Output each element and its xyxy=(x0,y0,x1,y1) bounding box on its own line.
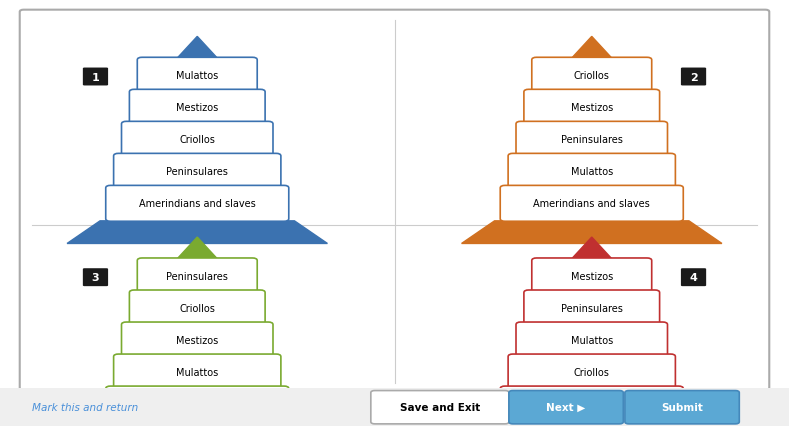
Polygon shape xyxy=(572,37,611,58)
FancyBboxPatch shape xyxy=(532,258,652,294)
FancyBboxPatch shape xyxy=(681,68,706,86)
Text: Mark this and return: Mark this and return xyxy=(32,402,138,412)
Text: Save and Exit: Save and Exit xyxy=(400,402,480,412)
Text: Submit: Submit xyxy=(661,402,703,412)
Polygon shape xyxy=(178,237,217,259)
Text: 1: 1 xyxy=(92,72,99,82)
Text: Criollos: Criollos xyxy=(179,135,215,145)
FancyBboxPatch shape xyxy=(500,386,683,422)
FancyBboxPatch shape xyxy=(516,122,667,158)
Text: Mulattos: Mulattos xyxy=(176,367,219,377)
FancyBboxPatch shape xyxy=(500,186,683,222)
Text: Amerindians and slaves: Amerindians and slaves xyxy=(533,399,650,409)
Polygon shape xyxy=(462,421,722,426)
Text: Mulattos: Mulattos xyxy=(176,71,219,81)
FancyBboxPatch shape xyxy=(0,389,789,426)
FancyBboxPatch shape xyxy=(509,391,623,424)
FancyBboxPatch shape xyxy=(114,354,281,390)
Text: Mestizos: Mestizos xyxy=(176,335,219,345)
FancyBboxPatch shape xyxy=(532,58,652,94)
FancyBboxPatch shape xyxy=(106,386,289,422)
FancyBboxPatch shape xyxy=(106,186,289,222)
Text: Criollos: Criollos xyxy=(574,367,610,377)
Text: 3: 3 xyxy=(92,273,99,282)
FancyBboxPatch shape xyxy=(129,291,265,326)
FancyBboxPatch shape xyxy=(625,391,739,424)
Text: Mestizos: Mestizos xyxy=(570,103,613,113)
Text: Criollos: Criollos xyxy=(179,303,215,313)
Text: Amerindians and slaves: Amerindians and slaves xyxy=(139,199,256,209)
Polygon shape xyxy=(67,421,327,426)
Polygon shape xyxy=(572,237,611,259)
FancyBboxPatch shape xyxy=(122,122,273,158)
Text: Peninsulares: Peninsulares xyxy=(561,135,623,145)
FancyBboxPatch shape xyxy=(681,269,706,286)
Text: Peninsulares: Peninsulares xyxy=(166,271,228,281)
Text: Mestizos: Mestizos xyxy=(176,103,219,113)
Text: Mestizos: Mestizos xyxy=(570,271,613,281)
FancyBboxPatch shape xyxy=(83,68,108,86)
FancyBboxPatch shape xyxy=(524,90,660,126)
Text: Mulattos: Mulattos xyxy=(570,167,613,177)
FancyBboxPatch shape xyxy=(83,269,108,286)
Text: 4: 4 xyxy=(690,273,697,282)
Text: 2: 2 xyxy=(690,72,697,82)
FancyBboxPatch shape xyxy=(524,291,660,326)
Polygon shape xyxy=(67,222,327,244)
Polygon shape xyxy=(178,37,217,58)
FancyBboxPatch shape xyxy=(129,90,265,126)
Text: Peninsulares: Peninsulares xyxy=(561,303,623,313)
FancyBboxPatch shape xyxy=(516,322,667,358)
Text: Mulattos: Mulattos xyxy=(570,335,613,345)
FancyBboxPatch shape xyxy=(137,258,257,294)
FancyBboxPatch shape xyxy=(137,58,257,94)
FancyBboxPatch shape xyxy=(114,154,281,190)
Text: Amerindians and slaves: Amerindians and slaves xyxy=(533,199,650,209)
Text: Amerindians and slaves: Amerindians and slaves xyxy=(139,399,256,409)
Text: Next ▶: Next ▶ xyxy=(547,402,585,412)
Text: Peninsulares: Peninsulares xyxy=(166,167,228,177)
Text: Criollos: Criollos xyxy=(574,71,610,81)
FancyBboxPatch shape xyxy=(20,11,769,390)
FancyBboxPatch shape xyxy=(122,322,273,358)
FancyBboxPatch shape xyxy=(508,154,675,190)
Polygon shape xyxy=(462,222,722,244)
FancyBboxPatch shape xyxy=(508,354,675,390)
FancyBboxPatch shape xyxy=(371,391,509,424)
